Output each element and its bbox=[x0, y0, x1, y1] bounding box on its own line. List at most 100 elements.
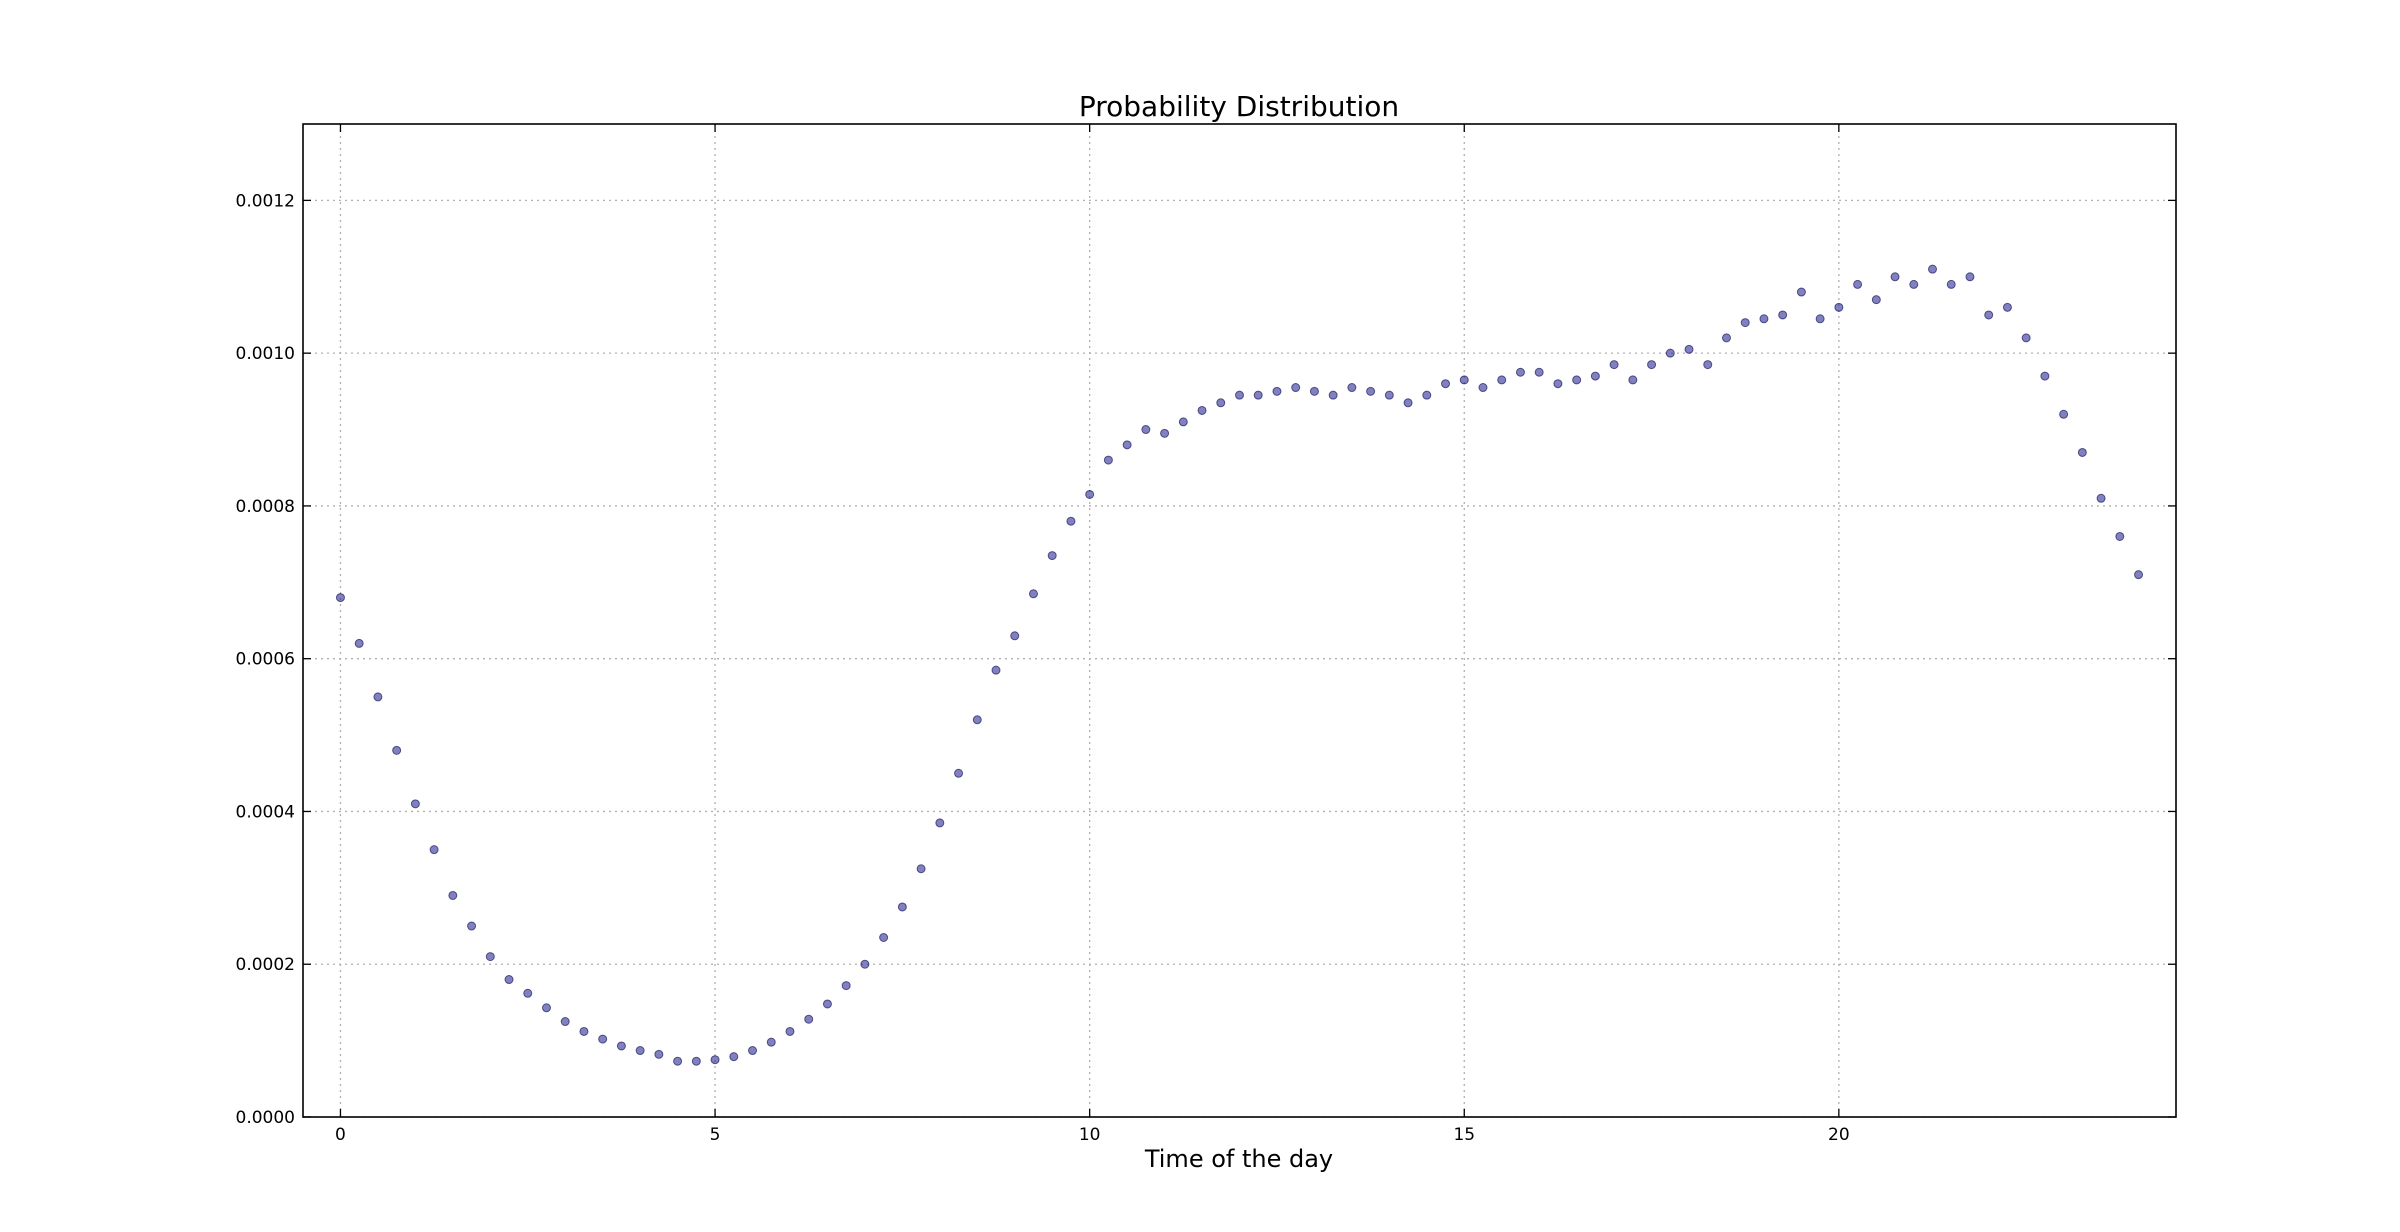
y-tick-label: 0.0010 bbox=[236, 344, 295, 364]
data-point bbox=[1216, 398, 1226, 408]
data-point bbox=[1010, 631, 1020, 641]
data-point bbox=[1253, 390, 1263, 400]
data-point bbox=[1853, 279, 1863, 289]
data-point bbox=[635, 1046, 645, 1056]
data-point bbox=[1066, 516, 1076, 526]
data-point bbox=[429, 845, 439, 855]
data-point bbox=[1441, 379, 1451, 389]
data-point bbox=[541, 1003, 551, 1013]
data-point bbox=[560, 1017, 570, 1027]
chart-title: Probability Distribution bbox=[1079, 90, 1399, 123]
y-tick-label: 0.0012 bbox=[236, 191, 295, 211]
data-point bbox=[1796, 287, 1806, 297]
data-point bbox=[2021, 333, 2031, 343]
data-point bbox=[748, 1046, 758, 1056]
data-point bbox=[1122, 440, 1132, 450]
data-point bbox=[1778, 310, 1788, 320]
data-point bbox=[1984, 310, 1994, 320]
data-point bbox=[2115, 531, 2125, 541]
data-point bbox=[804, 1014, 814, 1024]
data-point bbox=[1160, 428, 1170, 438]
y-tick-label: 0.0006 bbox=[236, 650, 295, 670]
data-point bbox=[1272, 386, 1282, 396]
data-point bbox=[1403, 398, 1413, 408]
data-point bbox=[373, 692, 383, 702]
data-point bbox=[897, 902, 907, 912]
data-point bbox=[1422, 390, 1432, 400]
data-point bbox=[954, 768, 964, 778]
data-point bbox=[2002, 302, 2012, 312]
data-point bbox=[1141, 425, 1151, 435]
data-point bbox=[1178, 417, 1188, 427]
data-point bbox=[1815, 314, 1825, 324]
data-point bbox=[485, 952, 495, 962]
data-point bbox=[822, 999, 832, 1009]
data-point bbox=[1309, 386, 1319, 396]
data-point bbox=[916, 864, 926, 874]
x-tick-label: 15 bbox=[1453, 1125, 1475, 1145]
data-point bbox=[1459, 375, 1469, 385]
data-point bbox=[1890, 272, 1900, 282]
data-point bbox=[710, 1055, 720, 1065]
data-point bbox=[335, 593, 345, 603]
data-point bbox=[579, 1026, 589, 1036]
data-point bbox=[1721, 333, 1731, 343]
data-point bbox=[1103, 455, 1113, 465]
x-tick-label: 10 bbox=[1079, 1125, 1101, 1145]
data-point bbox=[1572, 375, 1582, 385]
axis-ticks: 0 5 10 15 20 0.0000 0.0002 0.0004 0.0006 0.0008 0.… bbox=[236, 124, 2176, 1145]
x-tick-label: 20 bbox=[1828, 1125, 1850, 1145]
data-point bbox=[467, 921, 477, 931]
data-point bbox=[598, 1034, 608, 1044]
data-point bbox=[1928, 264, 1938, 274]
data-point bbox=[2096, 493, 2106, 503]
data-point bbox=[1291, 383, 1301, 393]
data-point bbox=[1759, 314, 1769, 324]
data-points bbox=[335, 264, 2144, 1066]
data-point bbox=[1703, 360, 1713, 370]
data-point bbox=[1515, 367, 1525, 377]
data-point bbox=[1085, 489, 1095, 499]
data-point bbox=[410, 799, 420, 809]
data-point bbox=[1909, 279, 1919, 289]
data-point bbox=[1197, 405, 1207, 415]
data-point bbox=[729, 1052, 739, 1062]
data-point bbox=[879, 932, 889, 942]
data-point bbox=[1740, 318, 1750, 328]
data-point bbox=[1235, 390, 1244, 400]
data-point bbox=[2059, 409, 2069, 419]
x-axis-label: Time of the day bbox=[1144, 1145, 1333, 1173]
data-point bbox=[1665, 348, 1675, 358]
data-point bbox=[1628, 375, 1638, 385]
data-point bbox=[785, 1026, 795, 1036]
data-point bbox=[1871, 295, 1881, 305]
data-point bbox=[1965, 272, 1975, 282]
data-point bbox=[991, 665, 1001, 675]
data-point bbox=[841, 981, 851, 991]
y-tick-label: 0.0000 bbox=[236, 1108, 295, 1128]
data-point bbox=[1553, 379, 1563, 389]
data-point bbox=[1047, 551, 1057, 561]
data-point bbox=[354, 638, 364, 648]
data-point bbox=[673, 1056, 683, 1066]
data-point bbox=[1328, 390, 1338, 400]
data-point bbox=[1384, 390, 1394, 400]
data-point bbox=[392, 745, 402, 755]
data-point bbox=[1609, 360, 1619, 370]
data-point bbox=[523, 988, 533, 998]
data-point bbox=[504, 975, 514, 985]
data-point bbox=[860, 959, 870, 969]
y-tick-label: 0.0008 bbox=[236, 497, 295, 517]
data-point bbox=[2040, 371, 2050, 381]
data-point bbox=[1534, 367, 1544, 377]
x-tick-label: 0 bbox=[335, 1125, 346, 1145]
data-point bbox=[1590, 371, 1600, 381]
data-point bbox=[616, 1041, 626, 1051]
data-point bbox=[1347, 383, 1357, 393]
data-point bbox=[691, 1056, 701, 1066]
data-point bbox=[1684, 344, 1694, 354]
data-point bbox=[1028, 589, 1038, 599]
data-point bbox=[448, 890, 458, 900]
data-point bbox=[1946, 279, 1956, 289]
